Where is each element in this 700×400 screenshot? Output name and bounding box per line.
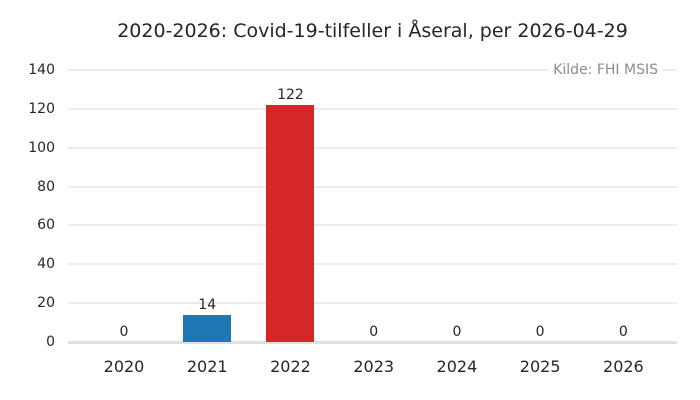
x-tick-label: 2021 [186,357,228,376]
source-note: Kilde: FHI MSIS [548,61,663,79]
gridline [68,146,677,149]
bar-value-label: 0 [119,324,129,340]
y-tick-label: 80 [37,178,55,195]
x-tick-label: 2023 [353,357,395,376]
x-tick-label: 2020 [103,357,145,376]
bar-value-label: 14 [198,296,217,313]
y-tick-label: 100 [28,139,55,156]
gridline [68,302,677,305]
x-tick-label: 2022 [270,357,311,376]
y-tick-label: 0 [46,334,55,350]
bar-value-label: 122 [277,86,304,103]
bar-value-label: 0 [618,324,628,340]
y-tick-label: 60 [37,217,55,234]
y-tick-label: 140 [28,62,55,78]
x-axis-baseline [68,340,677,344]
y-tick-label: 120 [28,100,55,117]
bar-value-label: 0 [535,324,545,340]
plot-area: Kilde: FHI MSIS 0 14 122 0 0 0 0 [68,61,677,344]
gridline [68,107,677,110]
x-tick-label: 2024 [436,357,478,376]
chart-title: 2020-2026: Covid-19-tilfeller i Åseral, … [117,20,628,42]
gridline [68,185,677,188]
bar-2021 [183,314,232,342]
y-tick-label: 40 [37,256,55,273]
x-tick-label: 2025 [519,357,561,376]
bar-2022 [266,104,315,342]
bar-value-label: 0 [452,324,462,340]
y-tick-label: 20 [37,295,55,312]
x-tick-label: 2026 [603,357,644,376]
gridline [68,69,677,71]
gridline [68,263,677,266]
bar-value-label: 0 [369,324,379,340]
gridline [68,224,677,227]
